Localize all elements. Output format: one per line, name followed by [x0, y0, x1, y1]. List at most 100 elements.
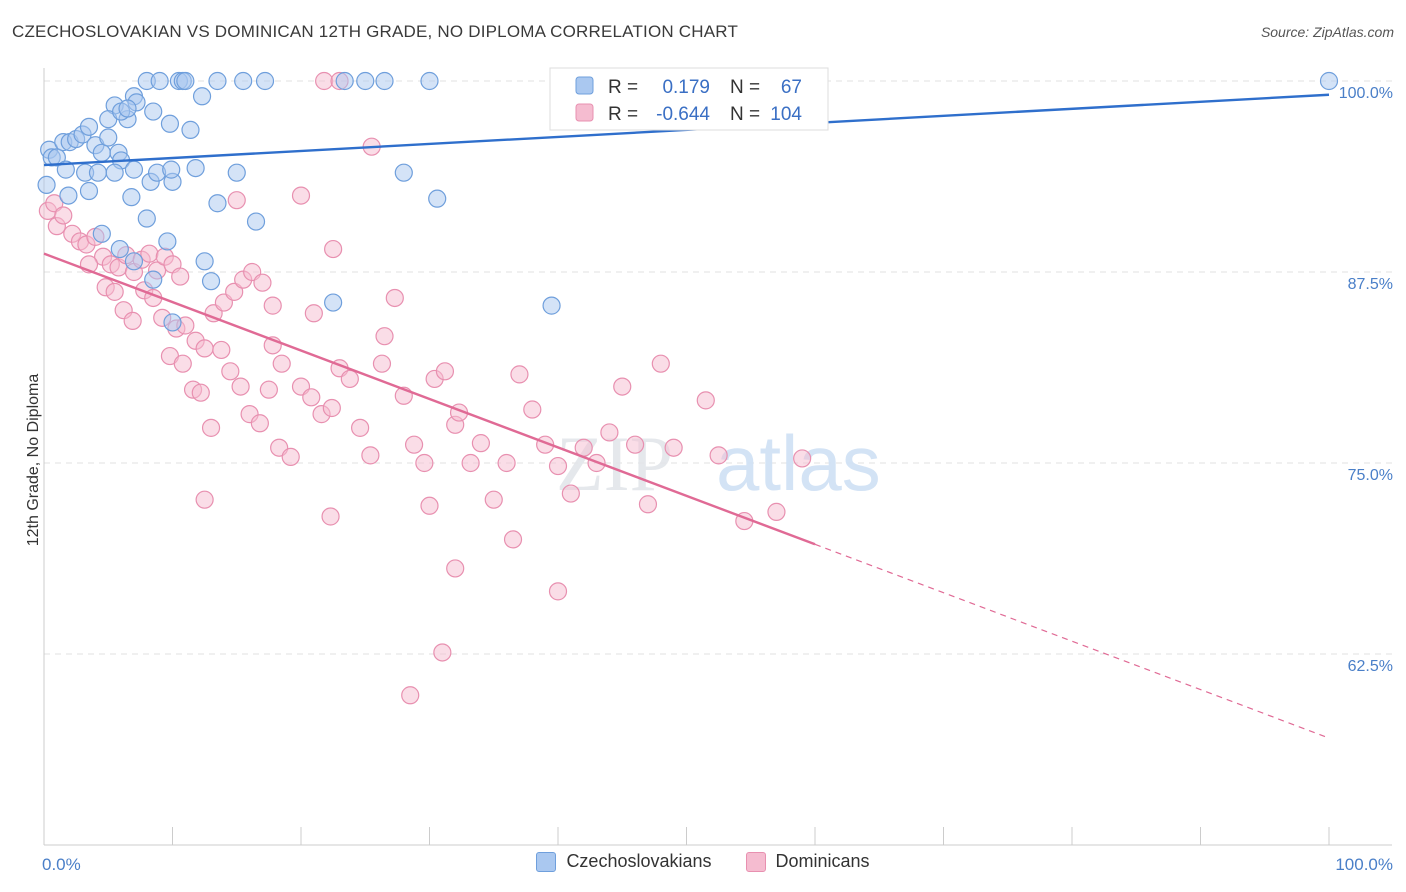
czechoslovakian-point: [162, 160, 181, 179]
dominican-point: [250, 414, 269, 433]
czechoslovakian-point: [124, 160, 144, 179]
dominican-point: [709, 446, 728, 465]
dominican-point: [548, 582, 568, 601]
czechoslovakian-point: [160, 114, 180, 133]
dominican-point: [767, 502, 786, 521]
czechoslovakian-point: [234, 71, 253, 91]
czechoslovakian-point: [47, 148, 66, 167]
x-tick-label-max: 100.0%: [1335, 855, 1393, 874]
czechoslovakian-point: [158, 232, 177, 251]
legend-r-label-2: R =: [608, 104, 638, 125]
dominican-point: [302, 388, 321, 407]
dominican-point: [420, 496, 439, 515]
dominican-point: [281, 447, 300, 466]
y-tick-label: 100.0%: [1339, 85, 1393, 102]
dominican-point: [123, 311, 142, 330]
y-axis-label: 12th Grade, No Diploma: [25, 374, 42, 547]
dominican-point: [793, 449, 812, 468]
dominican-point: [415, 453, 434, 473]
dominican-point: [561, 484, 580, 503]
czechoslovakian-point: [195, 252, 214, 271]
grid-lines: [44, 80, 1392, 655]
czechoslovakian-point: [246, 212, 266, 231]
czechoslovakian-point: [208, 71, 227, 91]
dominican-point: [171, 267, 190, 286]
bottom-legend-label: Dominicans: [775, 851, 870, 871]
bottom-legend-swatch-pink: [745, 851, 766, 872]
dominican-point: [361, 446, 380, 465]
czechoslovakian-point: [394, 163, 413, 182]
bottom-legend-swatch-blue: [536, 851, 557, 872]
czechoslovakian-point: [181, 120, 200, 139]
czechoslovakian-point: [542, 296, 561, 315]
dominican-point: [340, 369, 359, 389]
czechoslovakian-point: [59, 186, 78, 205]
dominican-point: [191, 383, 210, 402]
czechoslovakian-point: [105, 163, 124, 182]
dominican-point: [45, 194, 64, 213]
czechoslovakian-point: [176, 71, 195, 91]
czechoslovakian-point: [186, 158, 205, 178]
czechoslovakian-point: [144, 270, 163, 289]
dominican-point: [201, 418, 221, 437]
czechoslovakian-point: [335, 71, 354, 91]
dominican-point: [253, 273, 272, 292]
dominican-point: [372, 354, 392, 373]
pink-trend-line-extension: [814, 543, 1330, 739]
chart-title: CZECHOSLOVAKIAN VS DOMINICAN 12TH GRADE,…: [12, 22, 739, 41]
czechoslovakian-point: [92, 143, 111, 162]
czechoslovakian-point: [92, 224, 111, 243]
dominicans-points: [38, 71, 812, 705]
czechoslovakian-point: [208, 194, 227, 213]
czechoslovakian-point: [356, 71, 375, 91]
legend-n-value-2: 104: [770, 104, 802, 125]
y-tick-labels: 100.0% 87.5% 75.0% 62.5%: [1339, 85, 1393, 675]
czechoslovakian-point: [99, 128, 118, 147]
czechoslovakian-point: [144, 102, 163, 121]
dominican-point: [651, 354, 670, 373]
dominican-point: [304, 304, 323, 323]
czechoslovakian-point: [428, 189, 447, 208]
dominican-point: [375, 327, 394, 346]
pink-trend-line: [43, 252, 816, 546]
dominican-point: [401, 686, 420, 705]
y-tick-label: 75.0%: [1348, 467, 1393, 484]
dominican-point: [173, 354, 192, 373]
dominican-point: [638, 495, 658, 514]
czechoslovakian-point: [118, 99, 137, 118]
legend-n-label-1: N =: [730, 77, 760, 98]
czechoslovakian-point: [79, 181, 99, 201]
czechoslovakian-point: [163, 313, 182, 332]
czechoslovakians-points: [37, 71, 1339, 332]
dominican-point: [54, 206, 73, 225]
dominican-point: [227, 191, 246, 210]
dominican-point: [195, 490, 214, 509]
czechoslovakian-point: [420, 71, 439, 91]
legend-r-value-1: 0.179: [662, 77, 710, 98]
dominican-point: [435, 362, 455, 381]
chart-source: Source: ZipAtlas.com: [1260, 24, 1394, 40]
legend-box: R = 0.179 N = 67 R = -0.644 N = 104: [549, 67, 829, 131]
dominican-point: [600, 423, 619, 442]
dominican-point: [523, 400, 542, 419]
czechoslovakian-point: [137, 209, 156, 228]
dominican-point: [231, 377, 250, 396]
dominican-point: [272, 354, 291, 373]
dominican-point: [212, 340, 231, 360]
legend-n-label-2: N =: [730, 104, 760, 125]
dominican-point: [404, 435, 424, 454]
legend-n-value-1: 67: [781, 77, 802, 98]
dominican-point: [664, 438, 683, 457]
dominican-point: [140, 244, 159, 263]
x-tick-label-min: 0.0%: [42, 855, 81, 874]
y-tick-label: 87.5%: [1348, 276, 1393, 293]
axes: [43, 68, 1392, 846]
dominican-point: [263, 296, 282, 315]
dominican-point: [696, 391, 715, 410]
czechoslovakian-point: [88, 163, 108, 182]
czechoslovakian-point: [122, 188, 141, 207]
czechoslovakian-point: [255, 71, 275, 91]
czechoslovakian-point: [37, 175, 56, 195]
czechoslovakian-point: [375, 71, 394, 91]
y-tick-label: 62.5%: [1348, 658, 1393, 675]
